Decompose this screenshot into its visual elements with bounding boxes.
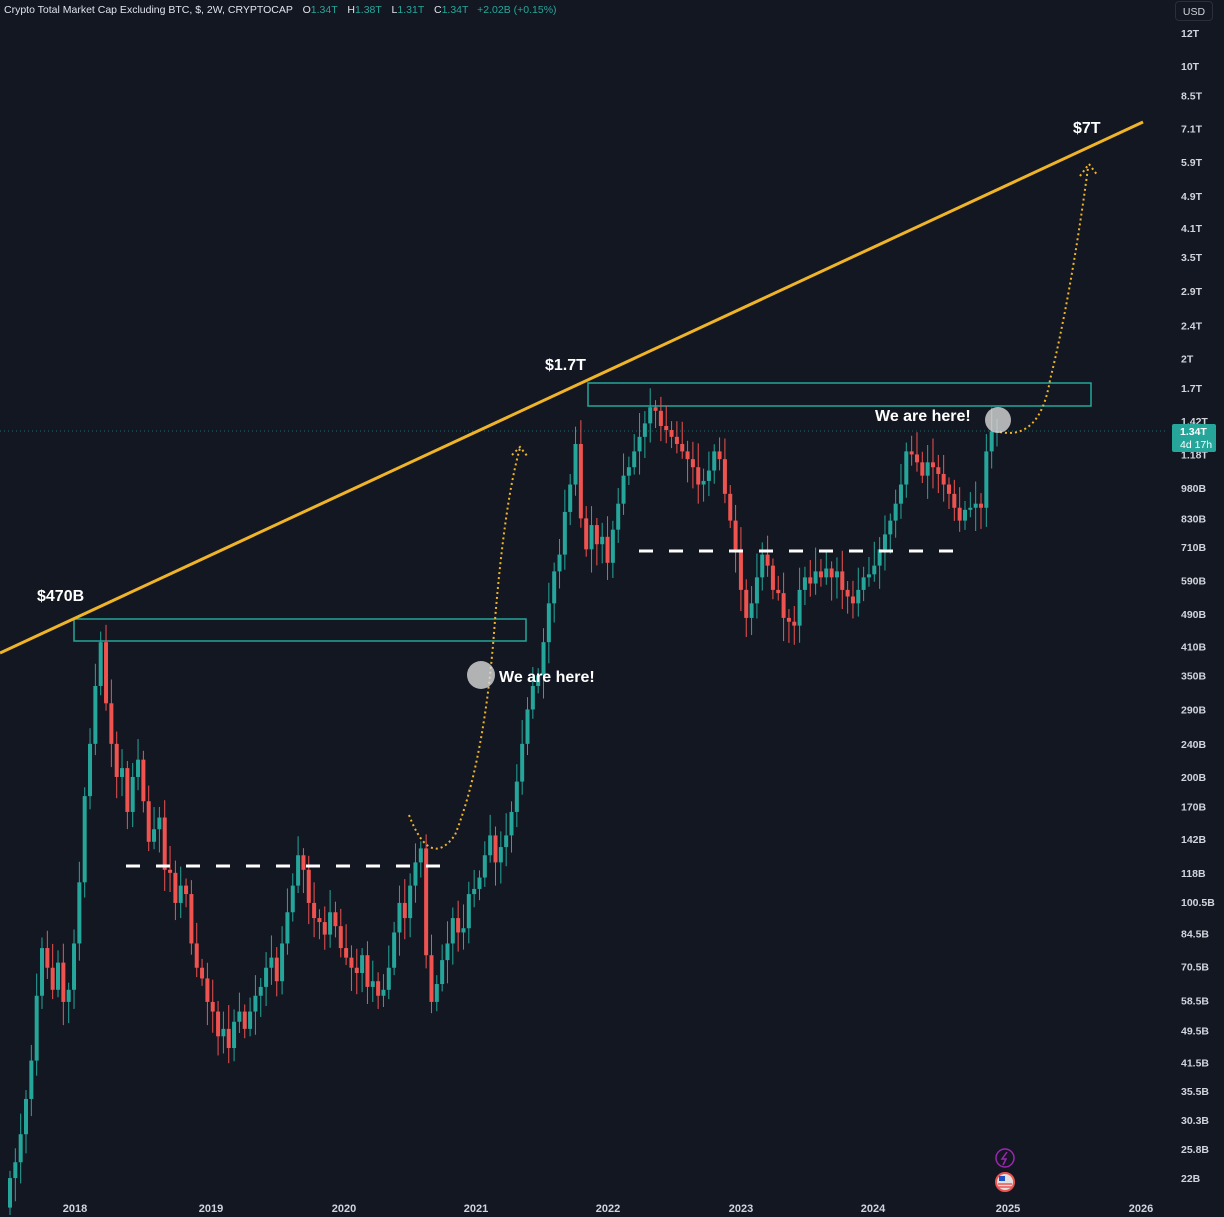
price-tick: 84.5B <box>1181 929 1209 941</box>
label-470b: $470B <box>37 588 84 605</box>
last-price-label: 1.34T 4d 17h <box>1172 424 1216 452</box>
price-tick: 980B <box>1181 483 1207 495</box>
symbol-legend: Crypto Total Market Cap Excluding BTC, $… <box>4 4 557 16</box>
price-tick: 100.5B <box>1181 897 1215 909</box>
time-tick: 2018 <box>63 1203 87 1215</box>
ohlc-open-key: O <box>302 4 311 16</box>
price-tick: 710B <box>1181 542 1207 554</box>
price-tick: 2.4T <box>1181 320 1203 332</box>
projection-arrowhead-2-icon <box>1079 162 1099 177</box>
we-are-here-marker-1 <box>467 661 495 689</box>
price-tick: 2T <box>1181 354 1194 366</box>
resistance-zone-470b[interactable] <box>73 618 527 642</box>
price-tick: 118B <box>1181 868 1206 880</box>
time-tick: 2023 <box>729 1203 753 1215</box>
candlestick-series <box>8 388 999 1216</box>
ohlc-close-value: 1.34T <box>441 4 469 16</box>
ohlc-high-key: H <box>347 4 355 16</box>
resistance-zone-1-7t[interactable] <box>587 382 1092 407</box>
price-tick: 35.5B <box>1181 1086 1209 1098</box>
price-tick: 4.9T <box>1181 191 1203 203</box>
ohlc-open-value: 1.34T <box>310 4 338 16</box>
we-are-here-marker-2 <box>985 407 1011 433</box>
time-tick: 2020 <box>332 1203 356 1215</box>
time-tick: 2026 <box>1129 1203 1153 1215</box>
price-tick: 1.7T <box>1181 383 1203 395</box>
price-tick: 240B <box>1181 739 1207 751</box>
currency-button[interactable]: USD <box>1175 1 1213 21</box>
price-axis[interactable]: 12T 10T 8.5T 7.1T 5.9T 4.9T 4.1T 3.5T 2.9T 2.4T 2T… <box>1181 28 1215 1185</box>
last-price-value: 1.34T <box>1180 426 1207 438</box>
projection-curve-2[interactable] <box>999 167 1089 434</box>
price-tick: 10T <box>1181 61 1200 73</box>
price-tick: 3.5T <box>1181 252 1203 264</box>
time-axis[interactable]: 2018 2019 2020 2021 2022 2023 2024 2025 2026 <box>63 1203 1153 1215</box>
projection-arrowhead-1-icon <box>511 445 529 458</box>
price-tick: 830B <box>1181 513 1207 525</box>
price-tick: 22B <box>1181 1173 1201 1185</box>
time-tick: 2019 <box>199 1203 223 1215</box>
price-tick: 2.9T <box>1181 286 1203 298</box>
price-tick: 25.8B <box>1181 1144 1209 1156</box>
price-tick: 49.5B <box>1181 1026 1209 1038</box>
time-tick: 2025 <box>996 1203 1020 1215</box>
lightning-event-icon[interactable] <box>995 1148 1015 1168</box>
price-tick: 58.5B <box>1181 995 1209 1007</box>
projection-curve-1[interactable] <box>408 447 521 850</box>
price-tick: 70.5B <box>1181 961 1209 973</box>
time-tick: 2024 <box>861 1203 886 1215</box>
price-tick: 30.3B <box>1181 1115 1209 1127</box>
price-tick: 4.1T <box>1181 223 1203 235</box>
bar-countdown: 4d 17h <box>1180 439 1212 451</box>
price-tick: 170B <box>1181 802 1207 814</box>
time-tick: 2022 <box>596 1203 620 1215</box>
price-tick: 41.5B <box>1181 1058 1209 1070</box>
label-7t: $7T <box>1073 120 1101 137</box>
label-1-7t: $1.7T <box>545 357 586 374</box>
price-tick: 12T <box>1181 28 1200 40</box>
us-flag-event-icon[interactable] <box>995 1172 1015 1192</box>
price-tick: 142B <box>1181 834 1207 846</box>
symbol-title: Crypto Total Market Cap Excluding BTC, $… <box>4 4 293 16</box>
ohlc-high-value: 1.38T <box>354 4 382 16</box>
price-tick: 200B <box>1181 772 1207 784</box>
price-change: +2.02B (+0.15%) <box>477 4 557 16</box>
price-tick: 290B <box>1181 704 1207 716</box>
ohlc-low-key: L <box>391 4 398 16</box>
we-are-here-label-1: We are here! <box>499 669 595 686</box>
time-tick: 2021 <box>464 1203 488 1215</box>
price-tick: 590B <box>1181 575 1207 587</box>
price-tick: 490B <box>1181 609 1207 621</box>
price-tick: 1.18T <box>1181 449 1208 461</box>
price-tick: 5.9T <box>1181 157 1203 169</box>
we-are-here-label-2: We are here! <box>875 408 971 425</box>
price-tick: 350B <box>1181 670 1207 682</box>
price-tick: 7.1T <box>1181 123 1203 135</box>
ohlc-low-value: 1.31T <box>397 4 425 16</box>
price-tick: 8.5T <box>1181 91 1203 103</box>
ohlc-close-key: C <box>433 4 442 16</box>
price-tick: 410B <box>1181 642 1207 654</box>
trendline[interactable] <box>0 120 1144 655</box>
